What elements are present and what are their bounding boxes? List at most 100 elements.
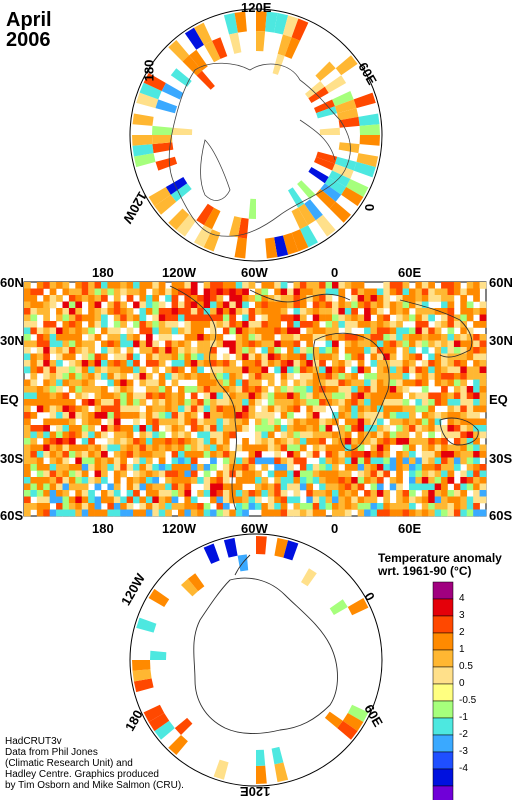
anomaly-cell [178,366,185,374]
anomaly-cell [216,334,224,341]
anomaly-cell [299,353,307,361]
lon-label-top-180: 180 [92,265,114,280]
anomaly-cell [234,237,247,259]
anomaly-cell [338,470,346,478]
anomaly-cell [293,425,301,432]
anomaly-cell [376,477,384,484]
anomaly-cell [421,386,429,393]
anomaly-cell [165,399,172,406]
anomaly-cell [75,360,83,367]
anomaly-cell [235,405,243,413]
anomaly-cell [120,288,127,296]
anomaly-cell [351,373,358,380]
anomaly-cell [460,327,468,335]
anomaly-cell [171,457,179,465]
anomaly-cell [139,444,147,452]
anomaly-cell [248,379,256,387]
anomaly-cell [256,11,267,32]
anomaly-cell [24,431,31,439]
anomaly-cell [36,347,44,354]
anomaly-cell [56,477,63,484]
anomaly-cell [158,438,166,445]
anomaly-cell [210,464,217,471]
anomaly-cell [235,295,243,302]
anomaly-cell [242,405,249,413]
anomaly-cell [460,405,468,413]
anomaly-cell [293,399,301,406]
anomaly-cell [24,308,31,315]
anomaly-cell [203,353,211,361]
anomaly-cell [24,412,31,419]
anomaly-cell [36,457,44,465]
anomaly-cell [441,334,448,341]
anomaly-cell [453,314,461,322]
legend-swatch [432,581,454,600]
anomaly-cell [396,496,403,504]
anomaly-cell [434,321,442,328]
anomaly-cell [235,509,243,517]
anomaly-cell [274,314,281,322]
anomaly-cell [274,235,289,258]
anomaly-cell [473,340,480,348]
anomaly-cell [434,438,442,445]
anomaly-cell [428,399,435,406]
anomaly-cell [171,405,179,413]
anomaly-cell [280,327,288,335]
anomaly-cell [113,373,121,380]
anomaly-cell [421,340,429,348]
anomaly-cell [145,477,153,484]
anomaly-cell [293,353,301,361]
anomaly-cell [248,373,256,380]
anomaly-cell [453,444,461,452]
south-polar-map [129,533,383,787]
anomaly-cell [428,457,435,465]
anomaly-cell [364,438,371,445]
anomaly-cell [293,327,301,335]
anomaly-cell [62,321,70,328]
credits-block: HadCRUT3v Data from Phil Jones (Climatic… [5,736,184,791]
anomaly-cell [68,327,76,335]
anomaly-cell [389,503,397,510]
anomaly-cell [383,490,391,497]
anomaly-cell [36,399,44,406]
anomaly-cell [36,490,44,497]
anomaly-cell [203,340,211,348]
anomaly-cell [267,314,275,322]
anomaly-cell [370,373,378,380]
anomaly-cell [299,392,307,400]
anomaly-cell [49,444,57,452]
anomaly-cell [376,360,384,367]
anomaly-cell [132,135,153,146]
anomaly-cell [158,470,166,478]
anomaly-cell [126,353,134,361]
anomaly-cell [265,11,278,33]
anomaly-cell [280,399,288,406]
anomaly-cell [165,405,172,413]
anomaly-cell [357,282,365,289]
anomaly-cell [43,418,50,426]
anomaly-cell [415,477,423,484]
anomaly-cell [479,321,487,328]
anomaly-cell [210,288,217,296]
anomaly-cell [216,308,224,315]
anomaly-cell [158,412,166,419]
anomaly-cell [441,379,448,387]
anomaly-cell [30,464,38,471]
anomaly-cell [376,366,384,374]
anomaly-cell [24,379,31,387]
anomaly-cell [396,503,403,510]
anomaly-cell [364,399,371,406]
anomaly-cell [248,198,256,219]
anomaly-cell [402,288,410,296]
anomaly-cell [216,340,224,348]
anomaly-cell [203,543,220,564]
anomaly-cell [325,425,333,432]
anomaly-cell [351,399,358,406]
anomaly-cell [479,373,487,380]
anomaly-cell [101,509,108,517]
anomaly-cell [274,418,281,426]
anomaly-cell [325,301,333,309]
anomaly-cell [441,321,448,328]
anomaly-cell [145,334,153,341]
anomaly-cell [466,405,474,413]
